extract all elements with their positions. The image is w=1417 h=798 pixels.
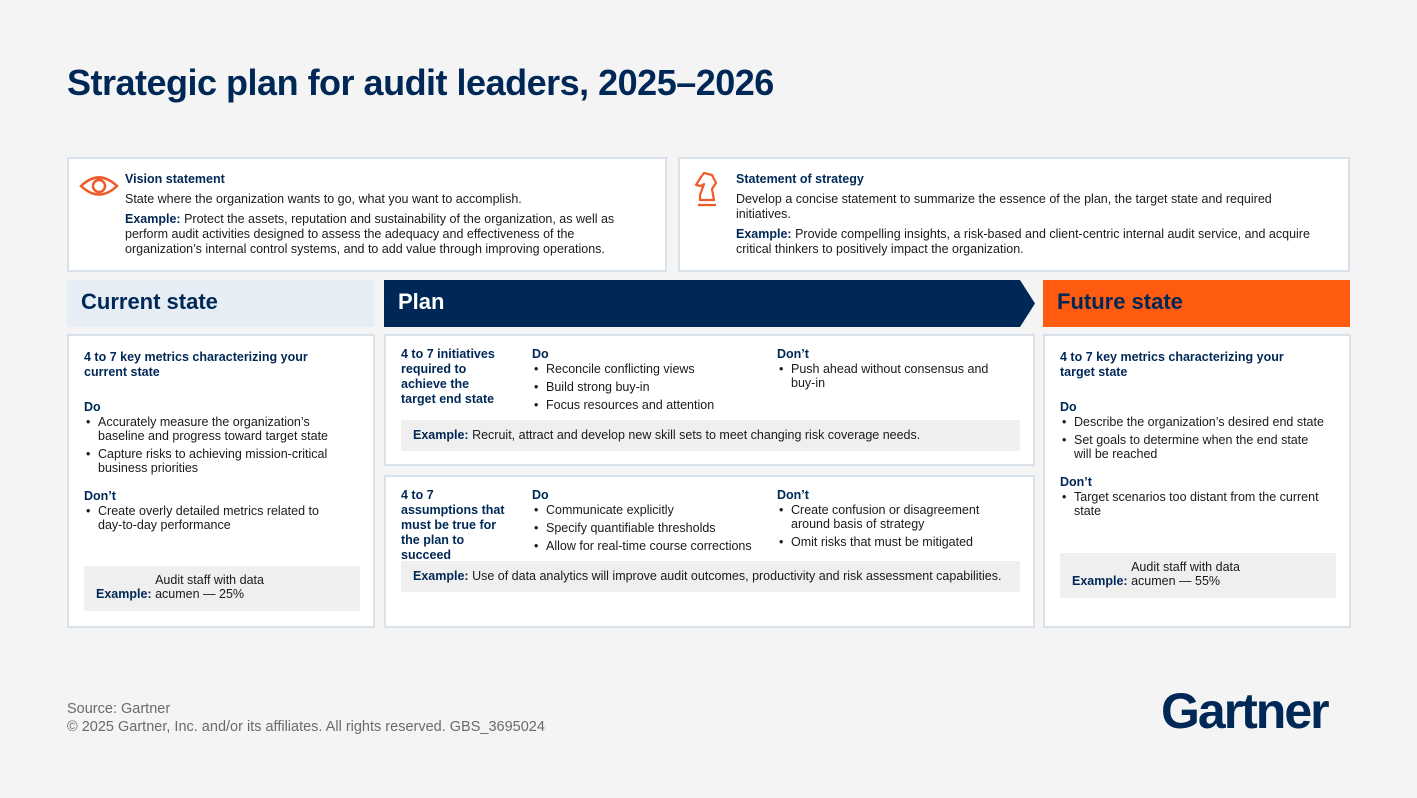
eye-icon <box>79 176 119 196</box>
dont-label: Don’t <box>1060 475 1092 489</box>
dont-label: Don’t <box>777 347 809 361</box>
do-item: Communicate explicitly <box>532 503 767 517</box>
example-label: Example: <box>1072 574 1128 588</box>
strategy-heading: Statement of strategy <box>736 172 864 186</box>
do-item: Specify quantifiable thresholds <box>532 521 767 535</box>
assumptions-card: 4 to 7 assumptions that must be true for… <box>384 475 1035 628</box>
do-label: Do <box>532 347 549 361</box>
example-text: Protect the assets, reputation and susta… <box>125 212 615 256</box>
do-item: Describe the organization’s desired end … <box>1060 415 1325 429</box>
copyright: © 2025 Gartner, Inc. and/or its affiliat… <box>67 719 545 735</box>
current-header: Current state <box>67 280 374 327</box>
example-text: Audit staff with data acumen — 55% <box>1131 560 1240 588</box>
example-box: Example: Audit staff with data acumen — … <box>84 566 360 611</box>
strategy-card: Statement of strategy Develop a concise … <box>678 157 1350 272</box>
example-box: Example: Recruit, attract and develop ne… <box>401 420 1020 451</box>
source: Source: Gartner <box>67 701 171 717</box>
dont-item: Create overly detailed metrics related t… <box>84 504 344 532</box>
future-header: Future state <box>1043 280 1350 327</box>
vision-text: State where the organization wants to go… <box>125 192 522 206</box>
do-item: Set goals to determine when the end stat… <box>1060 433 1325 461</box>
dont-item: Push ahead without consensus and buy-in <box>777 362 1007 390</box>
example-box: Example: Audit staff with data acumen — … <box>1060 553 1336 598</box>
do-label: Do <box>532 488 549 502</box>
example-label: Example: <box>736 227 792 241</box>
strategy-example: Example: Provide compelling insights, a … <box>736 227 1316 257</box>
do-item: Capture risks to achieving mission-criti… <box>84 447 344 475</box>
future-card: 4 to 7 key metrics characterizing your t… <box>1043 334 1351 628</box>
intro: 4 to 7 assumptions that must be true for… <box>401 488 505 562</box>
intro: 4 to 7 key metrics characterizing your c… <box>84 350 308 379</box>
intro: 4 to 7 key metrics characterizing your t… <box>1060 350 1284 379</box>
example-text: Provide compelling insights, a risk-base… <box>736 227 1310 256</box>
initiatives-card: 4 to 7 initiatives required to achieve t… <box>384 334 1035 466</box>
example-label: Example: <box>96 587 152 601</box>
example-text: Use of data analytics will improve audit… <box>472 569 1002 583</box>
example-text: Recruit, attract and develop new skill s… <box>472 428 921 442</box>
do-item: Build strong buy-in <box>532 380 767 394</box>
vision-heading: Vision statement <box>125 172 225 186</box>
do-label: Do <box>1060 400 1077 414</box>
example-text: Audit staff with data acumen — 25% <box>155 573 264 601</box>
do-item: Allow for real-time course corrections <box>532 539 767 553</box>
dont-label: Don’t <box>777 488 809 502</box>
intro: 4 to 7 initiatives required to achieve t… <box>401 347 495 406</box>
logo: Gartner <box>1161 683 1330 739</box>
dont-item: Target scenarios too distant from the cu… <box>1060 490 1325 518</box>
do-item: Reconcile conflicting views <box>532 362 767 376</box>
vision-example: Example: Protect the assets, reputation … <box>125 212 645 257</box>
example-label: Example: <box>125 212 181 226</box>
dont-label: Don’t <box>84 489 116 503</box>
dont-item: Omit risks that must be mitigated <box>777 535 1007 549</box>
do-item: Focus resources and attention <box>532 398 767 412</box>
plan-header: Plan <box>398 289 445 314</box>
do-item: Accurately measure the organization’s ba… <box>84 415 344 443</box>
strategy-text: Develop a concise statement to summarize… <box>736 192 1272 221</box>
example-label: Example: <box>413 569 469 583</box>
current-card: 4 to 7 key metrics characterizing your c… <box>67 334 375 628</box>
do-label: Do <box>84 400 101 414</box>
title: Strategic plan for audit leaders, 2025–2… <box>67 62 774 103</box>
vision-card: Vision statement State where the organiz… <box>67 157 667 272</box>
knight-icon <box>694 171 718 207</box>
plan-arrow <box>384 280 1035 327</box>
footer: Source: Gartner © 2025 Gartner, Inc. and… <box>67 700 545 736</box>
example-label: Example: <box>413 428 469 442</box>
dont-item: Create confusion or disagreement around … <box>777 503 1007 531</box>
example-box: Example: Use of data analytics will impr… <box>401 561 1020 592</box>
